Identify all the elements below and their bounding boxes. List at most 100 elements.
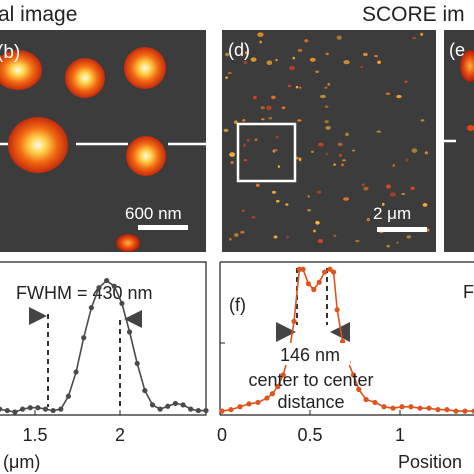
left-profile-curve bbox=[0, 277, 209, 415]
fwhm-left-label: FWHM = 430 nm bbox=[16, 283, 153, 303]
panel-d-label: (d) bbox=[228, 40, 250, 60]
localization-dot bbox=[285, 203, 289, 206]
data-point bbox=[280, 372, 286, 378]
localization-dot bbox=[292, 56, 296, 60]
data-point bbox=[12, 409, 18, 415]
localization-dot bbox=[309, 57, 316, 62]
data-point bbox=[165, 403, 171, 409]
data-point bbox=[35, 405, 41, 411]
data-point bbox=[408, 404, 414, 410]
localization-dot bbox=[324, 105, 329, 108]
panel-f-label: (f) bbox=[229, 295, 246, 315]
panel-d-scalebar bbox=[377, 227, 427, 232]
panel-b-scalebar bbox=[138, 225, 188, 230]
localization-dot bbox=[289, 65, 295, 71]
localization-dot bbox=[382, 202, 385, 206]
data-point bbox=[444, 407, 450, 413]
localization-dot bbox=[325, 52, 329, 56]
localization-dot bbox=[275, 199, 280, 203]
localization-dot bbox=[281, 106, 286, 110]
localization-dot bbox=[261, 118, 265, 121]
localization-dot bbox=[319, 94, 326, 99]
localization-dot bbox=[355, 239, 360, 243]
localization-dot bbox=[361, 183, 365, 187]
data-point bbox=[104, 277, 110, 284]
localization-dot bbox=[307, 208, 311, 212]
left-x-tick-2: 2 bbox=[115, 425, 125, 445]
localization-dot bbox=[412, 37, 417, 40]
localization-dot bbox=[304, 39, 309, 43]
data-point bbox=[275, 383, 281, 390]
localization-dot bbox=[343, 60, 350, 65]
localization-dot bbox=[315, 70, 320, 74]
fwhm-arrow-right bbox=[124, 310, 142, 328]
data-point bbox=[203, 407, 209, 414]
localization-dot bbox=[352, 149, 356, 152]
data-point bbox=[311, 286, 317, 293]
right-header: SCORE im bbox=[362, 3, 465, 26]
localization-dot bbox=[386, 244, 390, 248]
data-point bbox=[111, 283, 117, 289]
panel-d-image: (d) 2 μm bbox=[222, 30, 436, 252]
data-point bbox=[172, 400, 179, 407]
localization-dot bbox=[392, 164, 396, 167]
localization-dot bbox=[229, 152, 235, 157]
localization-dot bbox=[273, 235, 278, 239]
data-point bbox=[126, 329, 133, 335]
localization-dot bbox=[230, 161, 234, 164]
localization-dot bbox=[233, 120, 238, 124]
localization-dot bbox=[376, 130, 381, 133]
localization-dot bbox=[259, 40, 262, 44]
distance-arrow-right bbox=[330, 322, 350, 342]
data-point bbox=[350, 372, 356, 378]
data-point bbox=[246, 401, 252, 407]
localization-dot bbox=[275, 135, 279, 139]
data-point bbox=[27, 405, 33, 411]
localization-dot bbox=[406, 235, 411, 239]
data-point bbox=[65, 393, 72, 399]
data-point bbox=[58, 406, 64, 412]
data-point bbox=[340, 339, 346, 345]
localization-dot bbox=[271, 95, 276, 100]
localization-dot bbox=[266, 60, 273, 66]
data-point bbox=[19, 406, 26, 412]
localization-dot bbox=[333, 163, 336, 166]
localization-dot bbox=[223, 128, 229, 133]
right-profile-plot: (f) F 146 nm center to center distance 0… bbox=[217, 261, 474, 472]
data-point bbox=[300, 266, 306, 272]
data-point bbox=[188, 406, 194, 412]
localization-dot bbox=[295, 85, 299, 89]
localization-dot bbox=[251, 215, 256, 219]
localization-dot bbox=[257, 32, 264, 37]
data-point bbox=[228, 407, 234, 413]
data-point bbox=[363, 396, 369, 403]
localization-dot bbox=[420, 32, 424, 37]
localization-dot bbox=[260, 106, 265, 110]
localization-dot bbox=[360, 65, 364, 69]
localization-dot bbox=[227, 72, 232, 75]
data-point bbox=[73, 369, 79, 375]
data-point bbox=[50, 407, 56, 414]
data-point bbox=[119, 300, 125, 307]
localization-dot bbox=[225, 76, 228, 79]
localization-dot bbox=[422, 203, 428, 207]
panel-b-label: (b) bbox=[0, 42, 20, 63]
localization-dot bbox=[374, 55, 378, 58]
data-point bbox=[180, 402, 186, 408]
localization-dot bbox=[343, 197, 350, 201]
right-x-axis-label: Position bbox=[398, 452, 462, 472]
localization-dot bbox=[252, 95, 257, 100]
localization-dot bbox=[341, 163, 344, 167]
localization-dot bbox=[313, 229, 316, 233]
localization-dot bbox=[401, 192, 405, 195]
right-profile-curve bbox=[219, 266, 474, 414]
data-point bbox=[316, 279, 322, 285]
localization-dot bbox=[250, 57, 257, 62]
localization-dot bbox=[266, 105, 272, 111]
localization-dot bbox=[333, 234, 337, 237]
localization-dot bbox=[404, 80, 408, 84]
localization-dot bbox=[316, 190, 322, 194]
distance-caption-line1: center to center bbox=[248, 370, 373, 390]
data-point bbox=[291, 318, 297, 324]
